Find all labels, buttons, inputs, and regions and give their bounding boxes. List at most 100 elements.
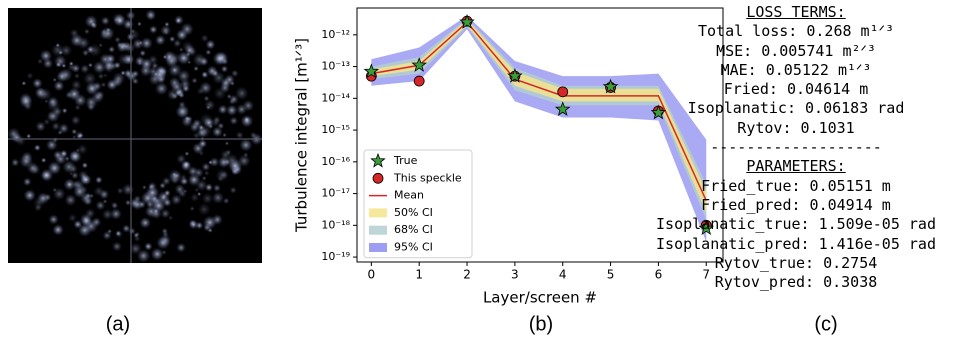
speckle-blob [59,149,68,158]
speckle-blob [123,19,134,30]
speckle-blob [151,208,162,219]
speckle-blob [146,201,153,208]
speckle-blob [205,49,211,55]
x-tick-label: 5 [607,268,615,282]
speckle-blob [148,55,158,65]
speckle-blob [182,161,190,169]
speckle-blob [101,16,110,25]
speckle-blob [74,73,80,79]
speckle-blob [204,117,214,127]
speckle-blob [137,249,150,262]
speckle-blob [117,42,127,52]
speckle-blob [239,138,252,151]
speckle-blob [71,80,82,91]
speckle-blob [82,162,88,168]
speckle-blob [106,28,111,33]
speckle-blob [168,52,181,65]
speckle-blob [103,231,112,240]
speckle-blob [44,99,48,103]
speckle-blob [176,243,186,253]
legend-label: This speckle [393,171,462,184]
speckle-blob [115,230,121,236]
x-tick-label: 1 [415,268,423,282]
speckle-blob [208,160,213,165]
speckle-blob [198,150,204,156]
panel-label: (a) [106,313,130,335]
speckle-blob [70,34,83,47]
param-line: Isoplanatic_pred: 1.416e-05 rad [616,235,953,254]
speckle-blob [229,95,239,105]
speckle-blob [171,194,182,205]
speckle-blob [26,134,31,139]
speckle-blob [175,88,184,97]
speckle-blob [221,65,228,72]
y-tick-label: 10⁻¹⁸ [321,218,350,231]
legend-marker [369,226,387,235]
speckle-blob [168,169,182,183]
speckle-blob [188,166,198,176]
speckle-blob [235,166,241,172]
speckle-blob [190,206,195,211]
speckle-blob [144,242,152,250]
speckle-blob [149,25,157,33]
y-axis-label: Turbulence integral [m¹ᐟ³] [293,38,311,233]
speckle-blob [194,188,199,193]
speckle-blob [112,13,125,26]
loss-line: MSE: 0.005741 m²ᐟ³ [616,42,953,61]
speckle-blob [221,58,228,65]
speckle-blob [95,90,105,100]
speckle-blob [133,232,139,238]
loss-line: Fried: 0.04614 m [616,80,953,99]
speckle-blob [23,178,32,187]
speckle-blob [56,62,62,68]
speckle-blob [52,224,63,235]
speckle-blob [124,54,135,65]
legend-label: 95% CI [394,241,433,254]
speckle-blob [211,69,219,77]
speckle-blob [26,72,33,79]
speckle-blob [99,189,109,199]
speckle-blob [160,209,170,219]
speckle-blob [22,81,27,86]
speckle-blob [53,188,65,200]
speckle-blob [69,164,78,173]
speckle-blob [189,122,199,132]
speckle-blob [225,141,229,145]
speckle-blob [226,105,237,116]
loss-line: MAE: 0.05122 m¹ᐟ³ [616,61,953,80]
legend-label: Mean [394,189,424,202]
speckle-blob [190,193,199,202]
speckle-point [558,87,568,97]
speckle-blob [83,72,96,85]
speckle-blob [157,75,166,84]
y-tick-label: 10⁻¹⁵ [321,123,350,136]
speckle-blob [163,198,172,207]
speckle-blob [32,78,42,88]
speckle-blob [35,88,47,100]
speckle-blob [176,105,189,118]
speckle-blob [217,175,224,182]
speckle-blob [206,106,210,110]
speckle-blob [222,133,226,137]
y-tick-label: 10⁻¹⁷ [321,187,350,200]
speckle-blob [62,108,68,114]
speckle-blob [142,185,147,190]
speckle-blob [177,70,190,83]
legend-label: True [393,154,418,167]
legend-marker [369,208,387,217]
speckle-blob [108,46,115,53]
speckle-blob [202,72,208,78]
speckle-blob [20,95,33,108]
speckle-blob [103,60,114,71]
speckle-blob [193,66,199,72]
x-tick-label: 2 [463,268,471,282]
page: (a) (b) (c) Layer/screen # Turbulence in… [0,0,953,340]
speckle-blob [43,118,50,125]
speckle-blob [40,169,53,182]
speckle-blob [95,176,102,183]
speckle-blob [140,217,151,228]
speckle-blob [24,189,36,201]
speckle-blob [242,100,254,112]
speckle-blob [84,29,90,35]
